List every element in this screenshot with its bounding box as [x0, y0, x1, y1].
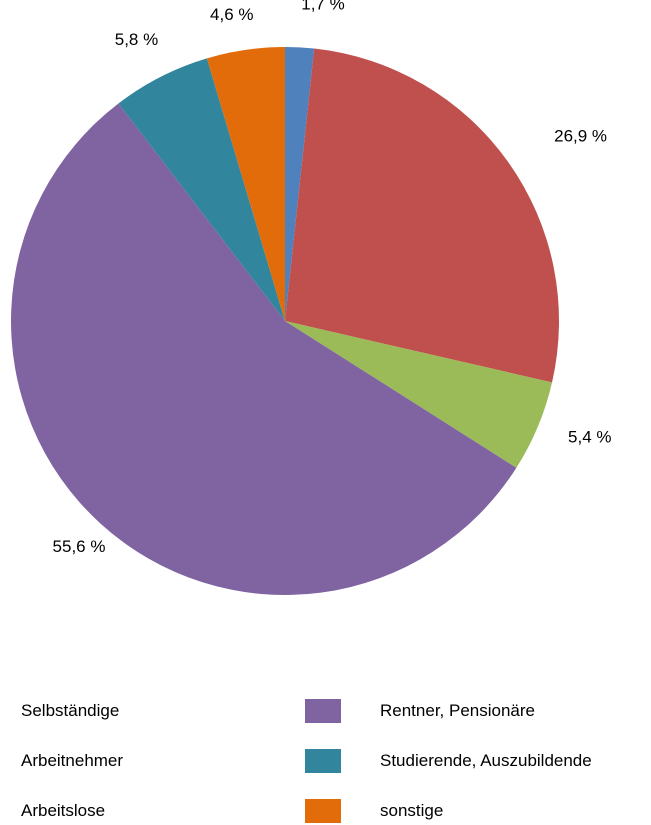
pie-slice — [285, 321, 553, 468]
legend-swatch — [305, 699, 341, 723]
legend: Selbständige Arbeitnehmer Arbeitslose Re… — [0, 680, 651, 825]
legend-item-sonstige-text: sonstige — [380, 798, 443, 824]
data-label: 5,8 % — [115, 30, 158, 49]
pie-slice — [11, 103, 517, 596]
legend-item-rentner-text: Rentner, Pensionäre — [380, 698, 535, 724]
legend-item-arbeitnehmer: Arbeitnehmer — [21, 748, 123, 774]
pie-slice — [206, 47, 285, 321]
legend-item-studierende — [305, 748, 341, 774]
legend-label: Selbständige — [21, 701, 120, 720]
data-label: 4,6 % — [210, 5, 253, 24]
legend-item-arbeitslose: Arbeitslose — [21, 798, 105, 824]
legend-item-sonstige — [305, 798, 341, 824]
legend-label: Arbeitslose — [21, 801, 106, 820]
data-label: 5,4 % — [568, 428, 611, 447]
pie-slice — [285, 47, 315, 321]
pie-slice — [118, 58, 286, 322]
legend-item-studierende-text: Studierende, Auszubildende — [380, 748, 592, 774]
data-label: 26,9 % — [554, 126, 607, 145]
data-label: 55,6 % — [53, 537, 106, 556]
pie-chart: 1,7 % 26,9 % 5,4 % 55,6 % 5,8 % 4,6 % — [11, 0, 612, 596]
legend-item-selbstaendige: Selbständige — [21, 698, 119, 724]
legend-label: Arbeitnehmer — [21, 751, 124, 770]
legend-label: Studierende, Auszubildende — [380, 751, 592, 770]
data-label: 1,7 % — [301, 0, 344, 13]
legend-item-rentner — [305, 698, 341, 724]
legend-label: Rentner, Pensionäre — [380, 701, 535, 720]
legend-label: sonstige — [380, 801, 444, 820]
legend-swatch — [305, 799, 341, 823]
legend-swatch — [305, 749, 341, 773]
pie-slice — [285, 48, 559, 383]
